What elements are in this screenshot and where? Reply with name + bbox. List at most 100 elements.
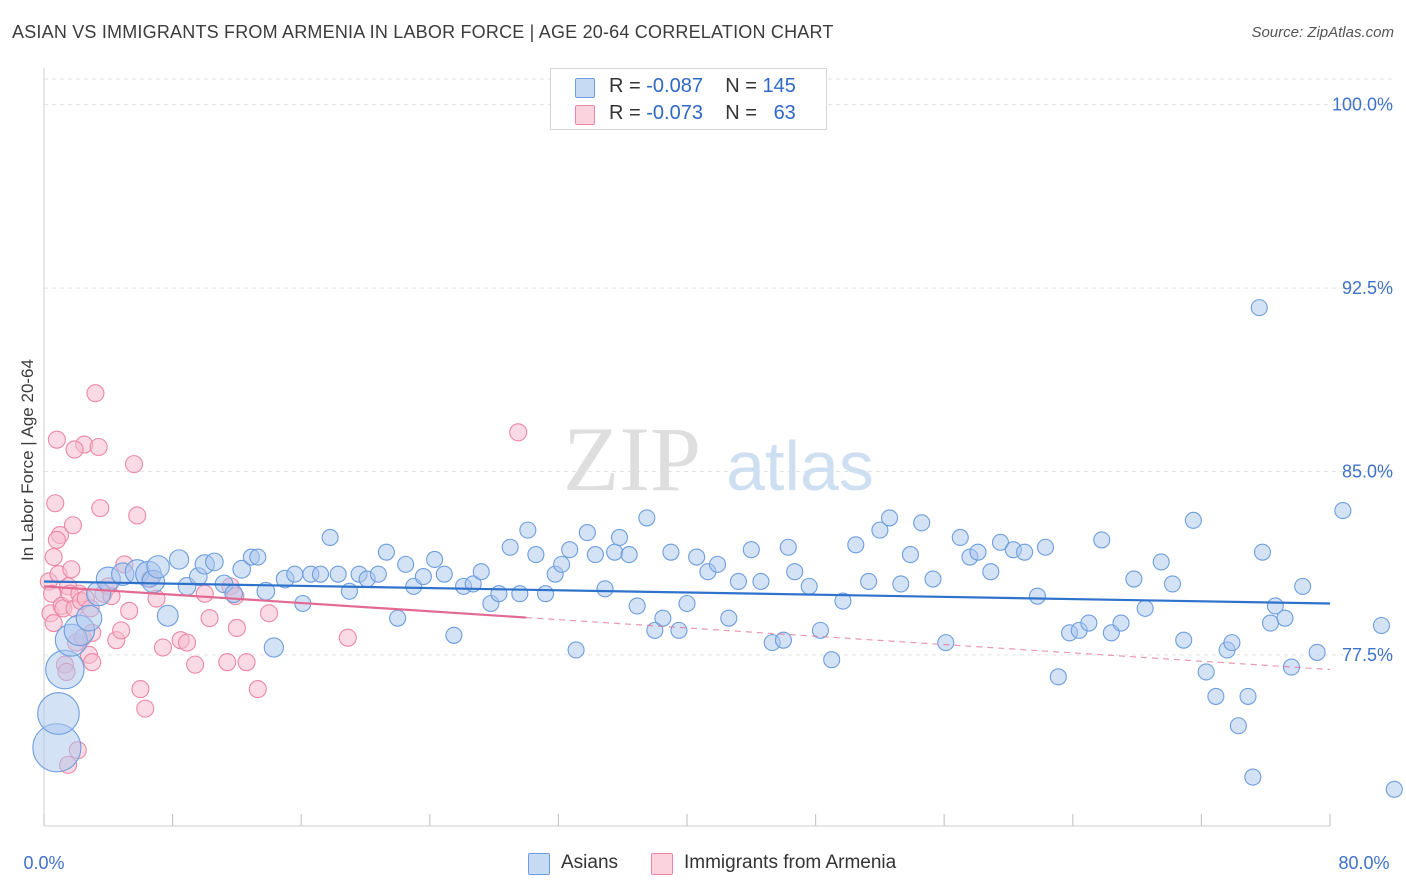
asian-point [435, 565, 453, 583]
asian-point [511, 585, 529, 603]
asian-point [811, 621, 829, 639]
asian-point [1080, 614, 1098, 632]
x-tick-label-min: 0.0% [23, 853, 64, 873]
asian-point [232, 559, 252, 579]
armenia-point [200, 609, 219, 628]
armenia-point [131, 680, 150, 699]
asian-point [1152, 553, 1170, 571]
armenia-point [186, 655, 205, 674]
r-value: -0.073 [646, 102, 703, 124]
asian-point [1385, 780, 1403, 798]
asian-point [628, 597, 646, 615]
asian-point [1239, 687, 1257, 705]
watermark-atlas: atlas [726, 427, 874, 505]
armenia-point [259, 604, 279, 623]
asian-point [688, 548, 706, 566]
asians-legend-swatch [528, 853, 550, 875]
asian-point [678, 594, 696, 613]
trend-lines [43, 580, 1331, 671]
asian-point [901, 546, 919, 564]
asian-point [1223, 634, 1241, 652]
asian-point [1250, 299, 1268, 317]
asian-point [329, 565, 347, 583]
y-tick-labels: 77.5% 85.0% 92.5% 100.0% [1332, 95, 1393, 665]
asian-point [146, 555, 170, 579]
asian-point [654, 609, 672, 627]
asians-swatch [575, 78, 595, 98]
asian-point [286, 565, 304, 583]
asian-point [913, 514, 931, 532]
asian-point [426, 550, 444, 569]
armenia-point [47, 530, 66, 549]
asian-point [951, 528, 969, 547]
asian-point [249, 548, 267, 566]
asian-point [779, 538, 797, 556]
asian-point [263, 637, 285, 658]
asian-point [638, 509, 656, 527]
stats-legend: R = -0.087 N = 145 R = -0.073 N = 63 [550, 68, 827, 130]
y-tick-label: 77.5% [1342, 645, 1393, 665]
armenia-point [218, 653, 237, 672]
asian-point [596, 580, 614, 598]
watermark: ZIP atlas [563, 408, 874, 510]
asian-point [45, 649, 85, 690]
asian-point [397, 555, 415, 573]
asian-point [991, 533, 1010, 551]
r-label: R = [609, 75, 641, 97]
armenia-point [509, 423, 528, 442]
asian-point [1253, 543, 1272, 561]
asian-point [205, 552, 224, 572]
asian-point [823, 651, 841, 669]
asian-point [37, 692, 80, 735]
asian-point [1244, 768, 1262, 786]
asian-point [75, 604, 103, 632]
asian-point [1125, 570, 1143, 588]
asian-point [1261, 614, 1280, 632]
asian-point [620, 546, 638, 564]
armenia-point [46, 494, 65, 513]
asian-point [561, 541, 579, 559]
asian-point [321, 528, 339, 547]
armenia-swatch [575, 105, 595, 125]
asian-point [501, 538, 519, 556]
asians-trend-line [43, 580, 1331, 605]
asian-point [924, 570, 942, 588]
asian-point [752, 572, 770, 591]
armenia-point [62, 560, 81, 579]
asian-point [1372, 616, 1390, 635]
asian-point [414, 568, 432, 586]
armenia-point [83, 653, 102, 672]
asian-point [527, 546, 545, 564]
asian-point [578, 524, 596, 542]
armenia-point [44, 547, 63, 567]
n-label: N = [725, 102, 757, 124]
armenia-point [237, 653, 256, 672]
asian-point [156, 604, 179, 627]
asian-point [519, 521, 537, 539]
asian-point [553, 555, 571, 573]
armenia-legend-label: Immigrants from Armenia [684, 852, 897, 873]
asians-legend-label: Asians [561, 852, 619, 873]
asian-point [892, 575, 910, 593]
armenia-point [136, 699, 155, 718]
asian-point [834, 592, 852, 610]
asian-point [1294, 577, 1312, 595]
asian-point [720, 609, 738, 627]
armenia-point [128, 506, 147, 525]
asian-point [708, 555, 727, 573]
asian-point [445, 626, 463, 644]
asian-point [937, 634, 955, 652]
asian-point [847, 536, 865, 554]
asian-point [586, 546, 604, 564]
asian-point [1028, 587, 1046, 605]
armenia-trend-line [43, 585, 527, 619]
armenia-point [195, 584, 214, 603]
asian-series [32, 299, 1403, 798]
armenia-point [248, 680, 267, 699]
armenia-point [338, 628, 357, 647]
armenia-point [112, 621, 131, 640]
armenia-point [120, 601, 139, 620]
asian-point [860, 572, 878, 591]
armenia-point [89, 437, 108, 457]
x-tick-label-max: 80.0% [1338, 853, 1389, 873]
